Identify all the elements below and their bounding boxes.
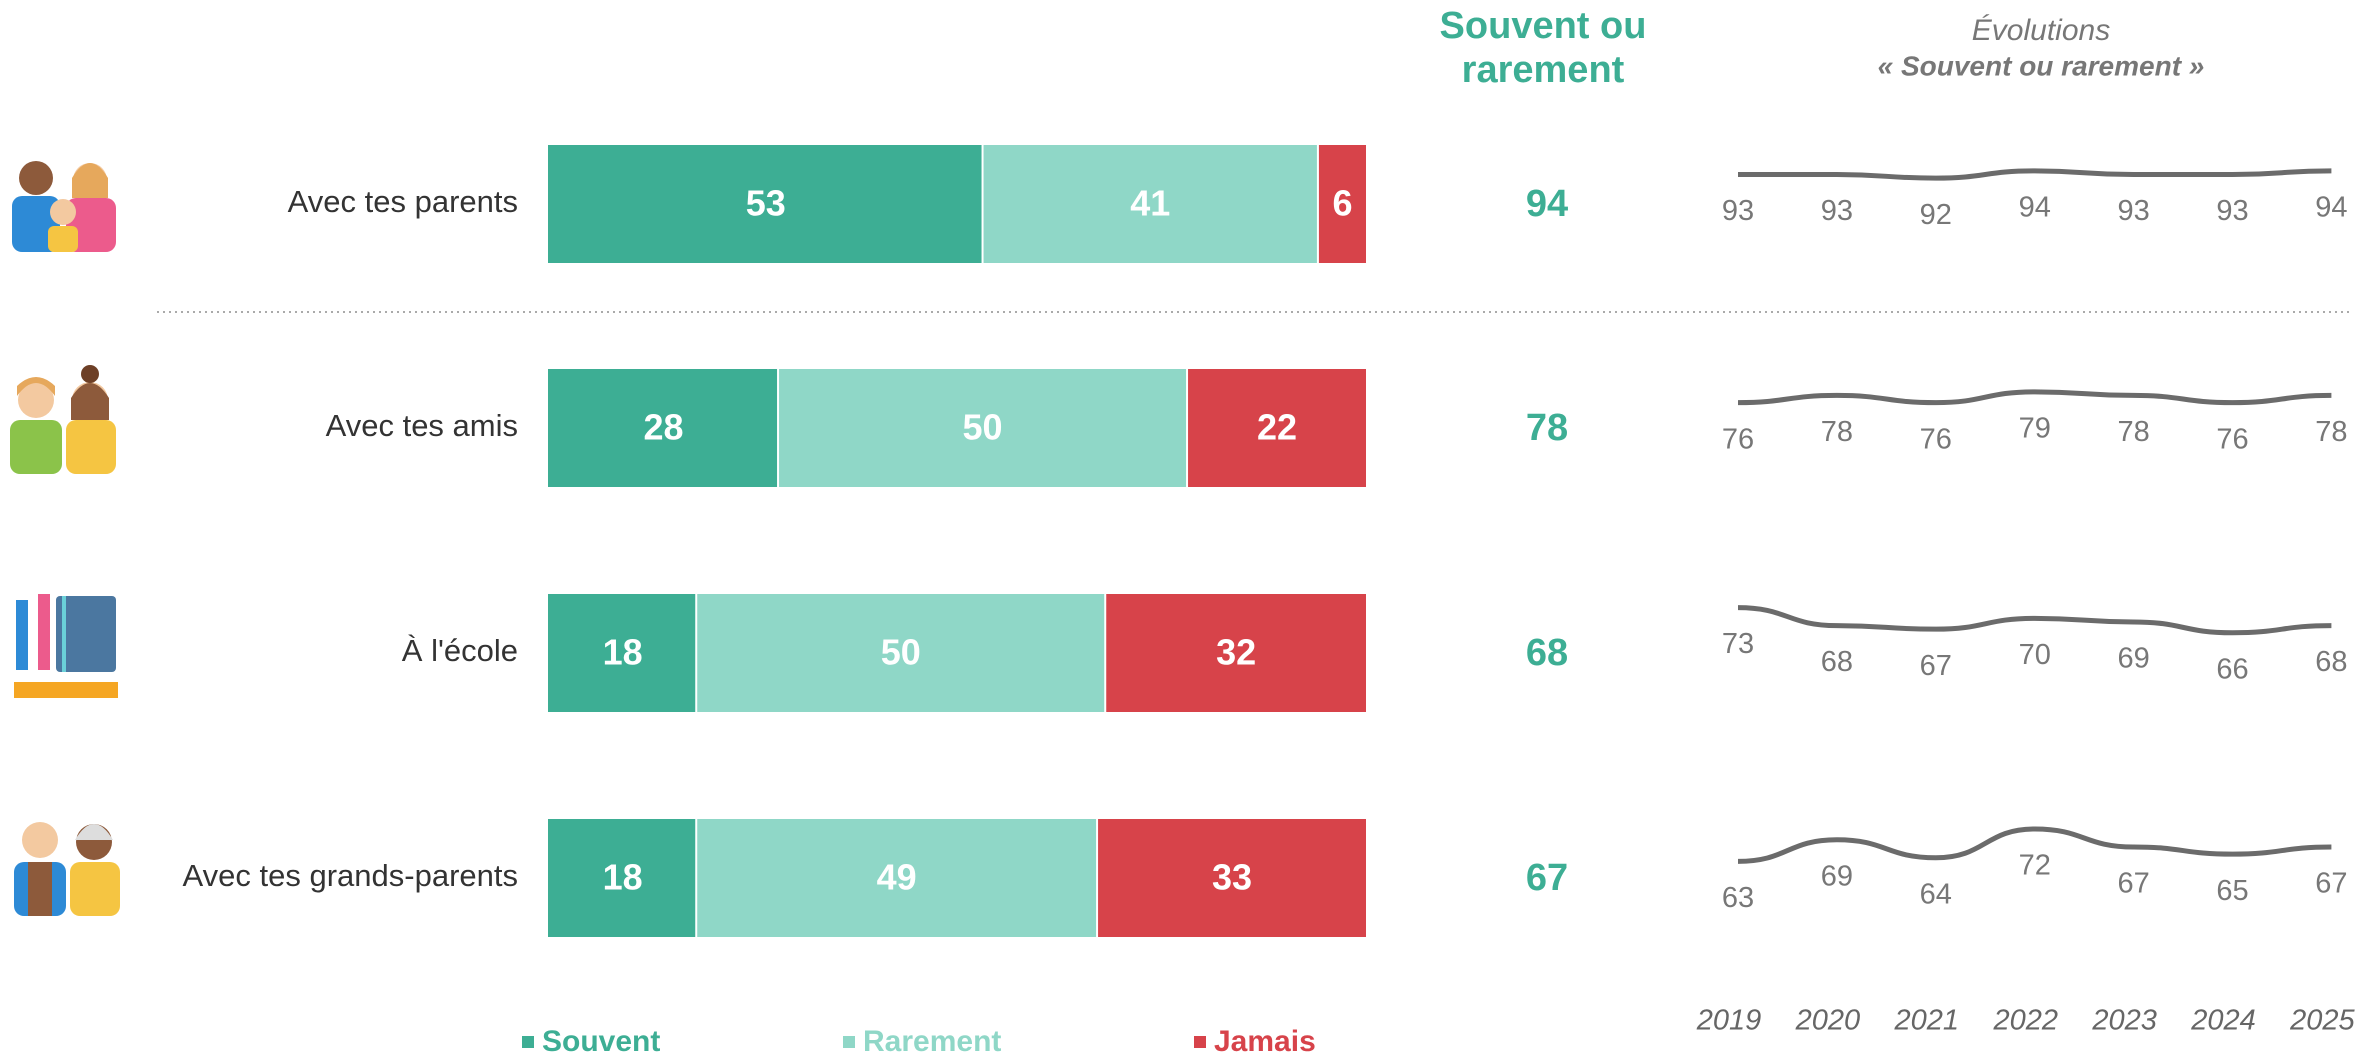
trend-value-label: 67: [1920, 650, 1952, 682]
category-label: À l'école: [402, 633, 518, 668]
totals-title: Souvent ou rarement: [1439, 5, 1647, 91]
total-value: 68: [1526, 632, 1568, 674]
trend-line: [1737, 168, 2332, 181]
trend-value-label: 78: [2315, 416, 2347, 448]
trend-value-label: 67: [2117, 868, 2149, 900]
trend-line: [1737, 605, 2332, 636]
x-tick-label: 2021: [1894, 1005, 1960, 1037]
trend-value-label: 68: [2315, 646, 2347, 678]
bar-value-label: 18: [603, 632, 643, 673]
legend-swatch: [1194, 1036, 1206, 1048]
icon-friends: [10, 365, 116, 474]
bar-value-label: 53: [746, 183, 786, 224]
bar-value-label: 33: [1212, 857, 1252, 898]
legend-label: Rarement: [863, 1025, 1001, 1058]
icon-school: [14, 594, 118, 698]
trend-line: [1737, 389, 2332, 406]
trend-value-label: 66: [2216, 653, 2248, 685]
bar-segment: [983, 145, 1317, 263]
bar-segment: [548, 819, 696, 937]
bar-segment: [1318, 145, 1366, 263]
trend-value-label: 65: [2216, 875, 2248, 907]
bar-value-label: 50: [963, 407, 1003, 448]
trend-value-label: 68: [1821, 646, 1853, 678]
trend-value-label: 63: [1722, 882, 1754, 914]
trend-value-label: 72: [2019, 850, 2051, 882]
x-tick-label: 2024: [2190, 1005, 2256, 1037]
bar-value-label: 28: [643, 407, 683, 448]
trend-value-label: 93: [1722, 195, 1754, 227]
trend-value-label: 69: [2117, 643, 2149, 675]
trend-value-label: 93: [1821, 195, 1853, 227]
trend-title: Évolutions: [1972, 14, 2110, 47]
trend-value-label: 93: [2216, 195, 2248, 227]
bar-segment: [548, 594, 696, 712]
bar-segment: [697, 594, 1105, 712]
trend-value-label: 79: [2019, 412, 2051, 444]
bar-value-label: 22: [1257, 407, 1297, 448]
icon-parents: [12, 161, 116, 252]
bar-segment: [548, 369, 778, 487]
trend-value-label: 73: [1722, 628, 1754, 660]
trend-value-label: 76: [1920, 423, 1952, 455]
total-value: 78: [1526, 407, 1568, 449]
trend-line: [1737, 826, 2332, 864]
trend-value-label: 94: [2019, 192, 2051, 224]
bar-segment: [1188, 369, 1366, 487]
bar-segment: [779, 369, 1187, 487]
icon-grandparents: [14, 822, 120, 916]
trend-value-label: 94: [2315, 192, 2347, 224]
bar-segment: [548, 145, 982, 263]
bar-segment: [1098, 819, 1366, 937]
trend-value-label: 93: [2117, 195, 2149, 227]
trend-value-label: 76: [2216, 423, 2248, 455]
category-label: Avec tes grands-parents: [183, 858, 518, 893]
x-tick-label: 2022: [1992, 1005, 2058, 1037]
trend-value-label: 70: [2019, 639, 2051, 671]
trend-value-label: 78: [2117, 416, 2149, 448]
trend-value-label: 76: [1722, 423, 1754, 455]
legend-label: Souvent: [542, 1025, 660, 1058]
bar-segment: [1106, 594, 1366, 712]
trend-value-label: 69: [1821, 860, 1853, 892]
bar-value-label: 32: [1216, 632, 1256, 673]
bar-value-label: 41: [1130, 183, 1170, 224]
bar-value-label: 18: [603, 857, 643, 898]
trend-value-label: 78: [1821, 416, 1853, 448]
legend-label: Jamais: [1214, 1025, 1316, 1058]
legend-swatch: [522, 1036, 534, 1048]
x-tick-label: 2019: [1696, 1005, 1762, 1037]
x-tick-label: 2025: [2289, 1005, 2355, 1037]
legend-swatch: [843, 1036, 855, 1048]
trend-subtitle: « Souvent ou rarement »: [1878, 50, 2205, 81]
total-value: 94: [1526, 183, 1568, 225]
category-label: Avec tes amis: [326, 408, 518, 443]
bar-value-label: 49: [877, 857, 917, 898]
x-tick-label: 2023: [2091, 1005, 2157, 1037]
trend-value-label: 92: [1920, 199, 1952, 231]
bar-value-label: 6: [1332, 183, 1352, 224]
total-value: 67: [1526, 857, 1568, 899]
bar-value-label: 50: [881, 632, 921, 673]
trend-value-label: 64: [1920, 878, 1952, 910]
bar-segment: [697, 819, 1097, 937]
x-tick-label: 2020: [1795, 1005, 1861, 1037]
trend-value-label: 67: [2315, 868, 2347, 900]
category-label: Avec tes parents: [288, 184, 518, 219]
